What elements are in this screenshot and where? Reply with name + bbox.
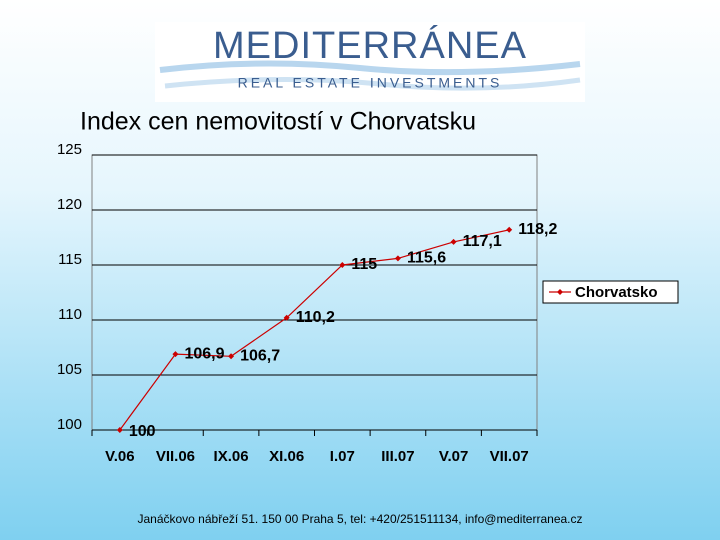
data-label: 106,7 <box>240 348 280 365</box>
x-tick-label: V.06 <box>105 448 134 465</box>
point-marker <box>339 262 346 268</box>
point-marker <box>394 255 401 262</box>
point-marker <box>228 353 235 360</box>
data-label: 118,2 <box>518 221 557 238</box>
legend-label: Chorvatsko <box>575 284 658 301</box>
logo-wave <box>159 60 581 76</box>
y-tick-label: 110 <box>58 306 82 323</box>
data-label: 117,1 <box>463 233 502 250</box>
x-tick-label: I.07 <box>330 448 355 465</box>
data-label: 115 <box>351 256 377 273</box>
series-line <box>119 229 510 431</box>
legend-marker <box>557 289 563 295</box>
y-tick-label: 120 <box>57 196 82 213</box>
footer: Janáčkovo nábřeží 51. 150 00 Praha 5, te… <box>137 512 582 526</box>
point-marker <box>450 238 457 245</box>
x-tick-label: VII.07 <box>490 448 529 465</box>
plot-area <box>91 154 538 431</box>
point-marker <box>506 226 513 233</box>
point-marker <box>283 314 290 321</box>
y-tick-label: 100 <box>57 416 82 433</box>
data-label: 106,9 <box>184 345 224 362</box>
y-tick-label: 115 <box>58 251 82 268</box>
logo-name: MEDITERRÁNEA <box>213 24 527 67</box>
data-label: 115,6 <box>407 250 446 267</box>
x-tick-label: XI.06 <box>269 448 304 465</box>
legend-box <box>542 280 679 304</box>
x-tick-label: IX.06 <box>214 448 249 465</box>
logo-wave <box>164 76 581 91</box>
point-marker <box>172 351 179 358</box>
y-tick-label: 125 <box>57 141 82 158</box>
data-label: 100 <box>129 423 156 440</box>
x-tick-label: VII.06 <box>156 448 195 465</box>
data-label: 110,2 <box>296 309 335 326</box>
y-tick-label: 105 <box>57 361 82 378</box>
x-tick-label: III.07 <box>381 448 414 465</box>
x-tick-label: V.07 <box>439 448 468 465</box>
chart-title: Index cen nemovitostí v Chorvatsku <box>80 108 476 136</box>
point-marker <box>116 427 123 433</box>
logo-tagline: REAL ESTATE INVESTMENTS <box>238 75 503 91</box>
